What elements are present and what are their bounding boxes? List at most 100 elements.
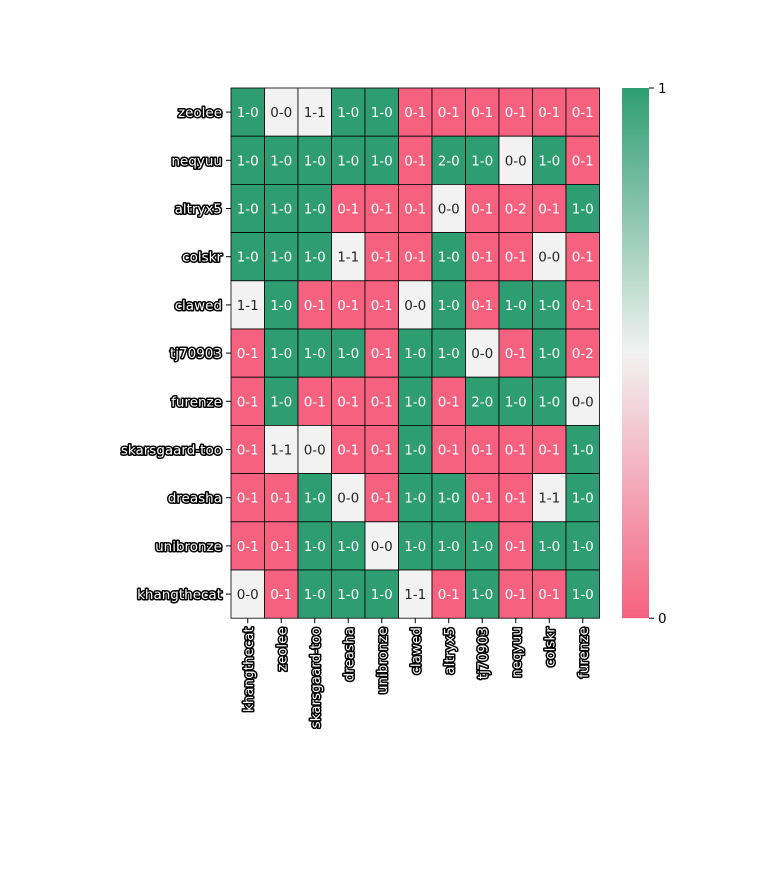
heatmap-cell [331, 376, 366, 426]
heatmap-cell [431, 424, 466, 474]
cell-value-label: 1-0 [337, 153, 359, 169]
cell-value-label: 1-0 [337, 346, 359, 362]
heatmap-cell [565, 521, 600, 571]
cell-value-label: 0-1 [438, 443, 460, 459]
cell-value-label: 0-1 [438, 105, 460, 121]
heatmap-cell [297, 521, 332, 571]
cell-value-label: 0-1 [237, 443, 259, 459]
cell-value-label: 0-1 [270, 491, 292, 507]
heatmap-cell [364, 569, 399, 619]
heatmap-cell [297, 280, 332, 330]
cell-value-label: 0-1 [404, 105, 426, 121]
cell-value-label: 0-1 [505, 491, 527, 507]
heatmap-cell [297, 135, 332, 185]
heatmap-cell [431, 280, 466, 330]
heatmap-cell [398, 232, 433, 282]
heatmap-cell [331, 280, 366, 330]
heatmap-cell [565, 135, 600, 185]
cell-value-label: 0-1 [505, 539, 527, 555]
cell-value-label: 0-1 [538, 105, 560, 121]
heatmap-cell [264, 424, 299, 474]
heatmap-cell [364, 521, 399, 571]
cell-value-label: 1-0 [237, 202, 259, 218]
heatmap-cell-labels: 1-0 0-0 1-1 1-0 1-0 0-1 0-1 0-1 0-1 0-1 0-1 1-0 1-0 1… [237, 105, 594, 603]
cell-value-label: 1-0 [538, 298, 560, 314]
cell-value-label: 0-1 [505, 587, 527, 603]
heatmap-cell [398, 328, 433, 378]
heatmap-cell [498, 473, 533, 523]
cell-value-label: 0-1 [237, 539, 259, 555]
heatmap-cell [465, 87, 500, 137]
cell-value-label: 0-1 [438, 587, 460, 603]
heatmap-cell [498, 232, 533, 282]
heatmap-cell [331, 232, 366, 282]
cell-value-label: 0-1 [304, 298, 326, 314]
heatmap-cell [264, 569, 299, 619]
column-label: tj70903 [475, 627, 491, 679]
heatmap-cell [398, 569, 433, 619]
cell-value-label: 1-0 [572, 539, 594, 555]
cell-value-label: 0-1 [471, 250, 493, 266]
cell-value-label: 0-1 [505, 443, 527, 459]
cell-value-label: 1-0 [304, 346, 326, 362]
cell-value-label: 1-0 [471, 587, 493, 603]
heatmap-cell [364, 183, 399, 233]
heatmap-cell [398, 183, 433, 233]
cell-value-label: 0-1 [538, 587, 560, 603]
heatmap-cell [498, 376, 533, 426]
cell-value-label: 1-0 [304, 250, 326, 266]
cell-value-label: 0-1 [404, 153, 426, 169]
heatmap-cell [297, 569, 332, 619]
cell-value-label: 0-1 [304, 394, 326, 410]
heatmap-cell [398, 521, 433, 571]
cell-value-label: 0-1 [538, 443, 560, 459]
cell-value-label: 1-0 [572, 202, 594, 218]
heatmap-cell [331, 328, 366, 378]
cell-value-label: 1-0 [404, 443, 426, 459]
cell-value-label: 0-1 [371, 394, 393, 410]
column-label: neqyuu [509, 627, 525, 678]
column-label: furenze [576, 627, 592, 678]
cell-value-label: 0-0 [572, 394, 594, 410]
heatmap-cell [465, 376, 500, 426]
cell-value-label: 0-1 [471, 443, 493, 459]
cell-value-label: 1-0 [572, 587, 594, 603]
row-label: tj70903 [170, 346, 222, 362]
cell-value-label: 0-1 [371, 298, 393, 314]
cell-value-label: 1-0 [538, 346, 560, 362]
heatmap-cell [230, 424, 265, 474]
cell-value-label: 0-0 [538, 250, 560, 266]
cell-value-label: 0-1 [505, 250, 527, 266]
cell-value-label: 1-0 [538, 153, 560, 169]
heatmap-cell [431, 232, 466, 282]
heatmap-cell [264, 280, 299, 330]
heatmap-cell [532, 473, 567, 523]
cell-value-label: 0-0 [505, 153, 527, 169]
cell-value-label: 1-0 [572, 491, 594, 507]
heatmap-cell [431, 135, 466, 185]
row-label: colskr [182, 250, 222, 266]
cell-value-label: 0-1 [270, 587, 292, 603]
cell-value-label: 1-1 [404, 587, 426, 603]
row-label: skarsgaard-too [121, 443, 222, 459]
cell-value-label: 0-1 [371, 250, 393, 266]
colorbar-gradient [622, 88, 649, 619]
heatmap-cell [565, 569, 600, 619]
cell-value-label: 0-1 [237, 346, 259, 362]
cell-value-label: 1-0 [237, 105, 259, 121]
colorbar: 01 [622, 81, 667, 627]
cell-value-label: 1-0 [304, 491, 326, 507]
cell-value-label: 0-1 [371, 346, 393, 362]
cell-value-label: 0-1 [471, 491, 493, 507]
heatmap-cell [498, 135, 533, 185]
cell-value-label: 0-1 [471, 298, 493, 314]
heatmap-cell [431, 376, 466, 426]
heatmap-cell [398, 424, 433, 474]
cell-value-label: 1-0 [404, 394, 426, 410]
cell-value-label: 0-1 [371, 491, 393, 507]
cell-value-label: 0-1 [371, 202, 393, 218]
heatmap-cell [565, 232, 600, 282]
cell-value-label: 0-1 [572, 153, 594, 169]
heatmap-cell [498, 569, 533, 619]
